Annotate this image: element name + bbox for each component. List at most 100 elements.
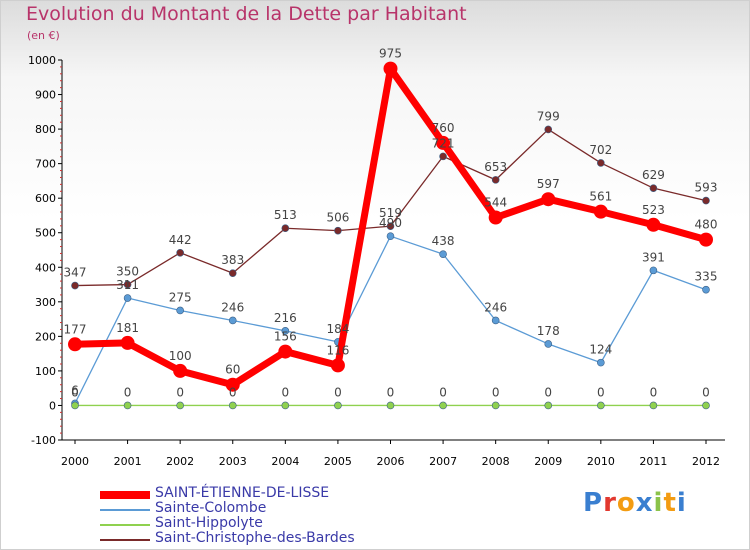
data-point	[173, 363, 188, 378]
logo-letter: o	[616, 488, 636, 518]
data-point	[386, 222, 395, 230]
data-point	[544, 125, 553, 134]
data-point	[228, 401, 237, 410]
data-label: 519	[379, 206, 402, 220]
legend-label: Saint-Christophe-des-Bardes	[155, 530, 355, 546]
data-label: 629	[642, 168, 665, 182]
y-tick-label: 400	[35, 261, 56, 274]
data-label: 383	[221, 253, 244, 267]
y-tick-label: 500	[35, 227, 56, 240]
data-label: 311	[116, 278, 139, 292]
data-point	[71, 281, 79, 290]
data-point	[646, 217, 661, 232]
data-label: 0	[387, 385, 395, 399]
data-point	[71, 401, 79, 410]
data-point	[176, 306, 184, 315]
data-label: 506	[326, 211, 349, 225]
data-point	[439, 152, 447, 161]
data-point	[702, 196, 710, 205]
data-label: 0	[71, 385, 79, 399]
x-tick-label: 2012	[692, 455, 720, 468]
data-point	[699, 232, 713, 247]
data-point	[176, 248, 184, 257]
logo-letter: x	[635, 488, 654, 518]
legend-label: SAINT-ÉTIENNE-DE-LISSE	[155, 485, 330, 501]
data-point	[649, 266, 658, 275]
data-label: 156	[274, 330, 297, 344]
data-label: 0	[229, 385, 237, 399]
data-label: 124	[589, 343, 612, 357]
data-point	[281, 327, 290, 335]
series-saint-hippolyte	[71, 401, 710, 410]
data-labels-layer: 347 350 442 383 513 506 519 721 653 799 702 629 593 6…	[64, 47, 718, 400]
data-label: 246	[484, 300, 507, 314]
data-point	[439, 250, 447, 258]
data-point	[702, 401, 710, 410]
y-tick-label: 100	[35, 365, 56, 378]
data-point	[439, 401, 447, 410]
series-saint-etienne-de-lisse	[68, 61, 713, 392]
data-point	[225, 377, 240, 392]
data-label: 721	[432, 136, 455, 150]
x-tick-label: 2004	[271, 455, 299, 468]
data-point	[278, 344, 293, 359]
data-label: 760	[432, 121, 455, 135]
x-tick-label: 2011	[639, 455, 667, 468]
logo-letter: P	[583, 488, 604, 518]
legend-swatch	[100, 524, 150, 526]
data-label: 246	[221, 300, 244, 314]
data-point	[123, 280, 132, 289]
data-point	[120, 335, 135, 350]
data-point	[330, 358, 345, 373]
x-tick-label: 2003	[219, 455, 247, 468]
x-tick-label: 2006	[377, 455, 405, 468]
data-label: 480	[695, 218, 718, 232]
data-label: 702	[589, 143, 612, 157]
data-point	[334, 401, 342, 410]
data-point	[123, 401, 132, 410]
data-point	[334, 226, 342, 235]
legend-label: Sainte-Colombe	[155, 500, 267, 516]
y-tick-label: 0	[49, 399, 56, 412]
data-label: 0	[492, 385, 500, 399]
data-point	[281, 401, 290, 410]
x-tick-label: 2000	[61, 455, 89, 468]
series-line	[74, 235, 707, 404]
logo-letter: t	[663, 488, 677, 518]
data-label: 438	[432, 234, 455, 248]
data-label: 178	[537, 324, 560, 338]
data-point	[491, 176, 500, 184]
data-point	[593, 204, 608, 219]
x-tick-label: 2005	[324, 455, 352, 468]
x-tick-label: 2009	[534, 455, 562, 468]
chart-title: Evolution du Montant de la Dette par Hab…	[26, 3, 467, 25]
x-tick-label: 2008	[482, 455, 510, 468]
logo-letter: i	[653, 488, 664, 518]
data-point	[544, 340, 553, 348]
y-tick-label: 700	[35, 158, 56, 171]
chart-subtitle: (en €)	[27, 29, 60, 42]
data-label: 60	[225, 363, 240, 377]
data-point	[123, 294, 132, 302]
data-point	[68, 337, 82, 352]
data-label: 275	[169, 290, 192, 304]
series-sainte-colombe	[71, 232, 710, 408]
series-saint-christophe-des-bardes	[71, 125, 710, 290]
data-point	[597, 159, 605, 167]
data-label: 799	[537, 109, 560, 123]
data-label: 0	[544, 385, 552, 399]
data-label: 561	[589, 190, 612, 204]
data-label: 544	[484, 196, 507, 210]
x-tick-label: 2002	[166, 455, 194, 468]
data-label: 391	[642, 250, 665, 264]
data-label: 593	[695, 181, 718, 195]
y-tick-label: 800	[35, 123, 56, 136]
data-label: 181	[116, 321, 139, 335]
data-label: 347	[64, 266, 87, 280]
axes: -100010020030040050060070080090010002000…	[28, 54, 725, 468]
data-point	[597, 358, 605, 367]
data-point	[488, 210, 503, 225]
data-label: 0	[702, 385, 710, 399]
